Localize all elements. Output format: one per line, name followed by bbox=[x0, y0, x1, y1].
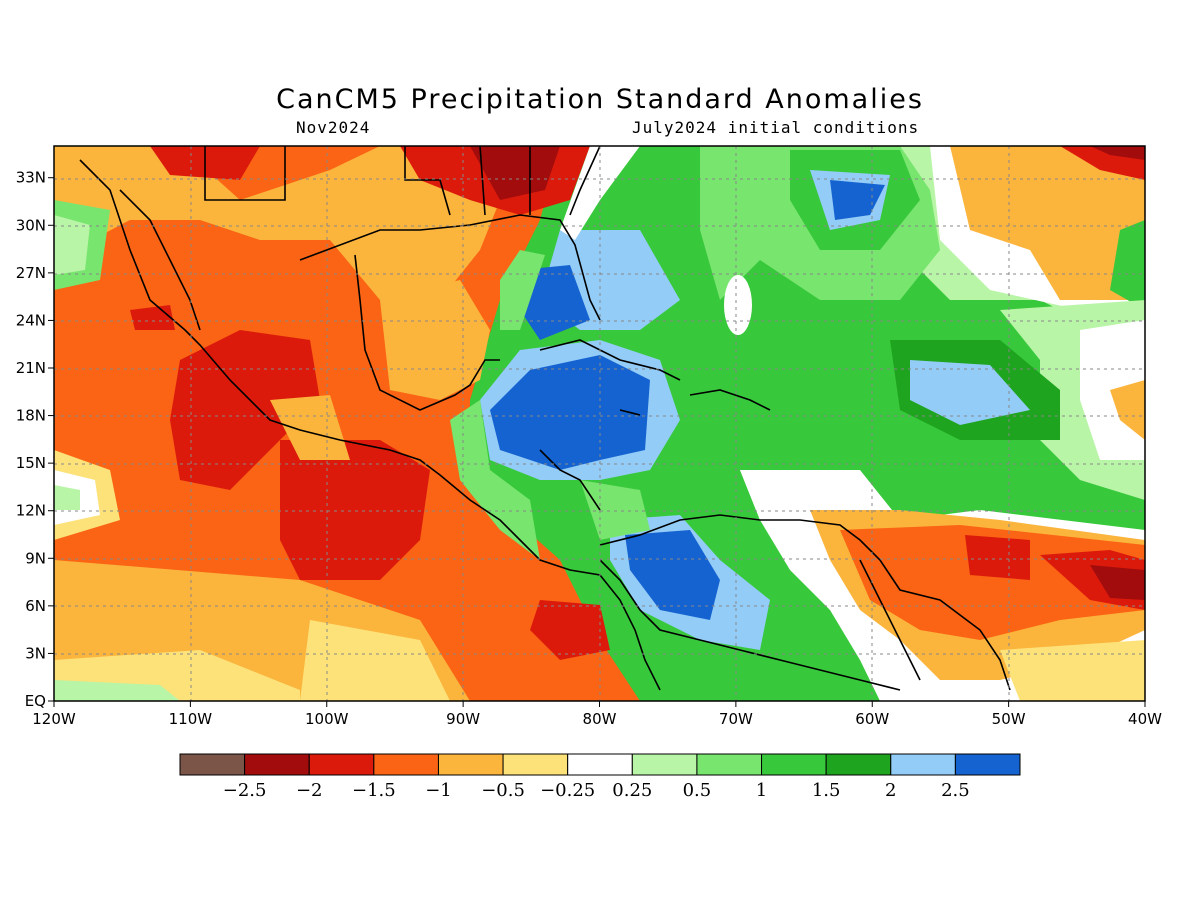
colorbar-swatch bbox=[825, 753, 892, 776]
colorbar-label: 1.5 bbox=[812, 780, 841, 801]
x-axis: 120W 110W 100W 90W 80W 70W 60W 50W 40W bbox=[32, 701, 1162, 728]
forecast-month: Nov2024 bbox=[296, 118, 371, 137]
colorbar-swatch bbox=[373, 753, 439, 776]
x-tick-label: 60W bbox=[855, 710, 889, 728]
colorbar-swatch bbox=[179, 753, 246, 776]
colorbar-label: −1 bbox=[425, 780, 452, 801]
x-tick-label: 70W bbox=[719, 710, 753, 728]
y-tick-label: 3N bbox=[25, 644, 46, 662]
x-tick-label: 110W bbox=[169, 710, 213, 728]
colorbar-label: 2 bbox=[885, 780, 896, 801]
y-tick-label: EQ bbox=[25, 692, 46, 710]
colorbar-swatch bbox=[502, 753, 569, 776]
colorbar-label: 1 bbox=[756, 780, 767, 801]
y-tick-label: 21N bbox=[16, 359, 46, 377]
x-tick-label: 120W bbox=[32, 710, 76, 728]
y-tick-label: 12N bbox=[16, 502, 46, 520]
coastlines bbox=[79, 146, 1011, 691]
y-tick-label: 33N bbox=[16, 169, 46, 187]
y-tick-label: 30N bbox=[16, 216, 46, 234]
y-tick-label: 6N bbox=[25, 597, 46, 615]
x-tick-label: 50W bbox=[992, 710, 1026, 728]
y-tick-label: 15N bbox=[16, 454, 46, 472]
initial-conditions: July2024 initial conditions bbox=[632, 118, 920, 137]
colorbar-label: −0.5 bbox=[481, 780, 525, 801]
colorbar-swatch bbox=[437, 753, 504, 776]
colorbar-label: 2.5 bbox=[941, 780, 970, 801]
x-tick-label: 80W bbox=[583, 710, 617, 728]
colorbar-label: −1.5 bbox=[352, 780, 396, 801]
colorbar-label: −2 bbox=[296, 780, 323, 801]
colorbar-swatch bbox=[567, 753, 633, 776]
colorbar: −2.5 −2 −1.5 −1 −0.5 −0.25 0.25 0.5 1 1.5 2 2.5 bbox=[179, 753, 1021, 801]
colorbar-swatch bbox=[761, 753, 827, 776]
x-tick-label: 40W bbox=[1128, 710, 1162, 728]
colorbar-swatch bbox=[890, 753, 956, 776]
graticule bbox=[54, 146, 1145, 701]
x-tick-label: 90W bbox=[446, 710, 480, 728]
y-tick-label: 27N bbox=[16, 264, 46, 282]
colorbar-label: 0.25 bbox=[612, 780, 652, 801]
chart-title: CanCM5 Precipitation Standard Anomalies bbox=[276, 84, 924, 115]
anomaly-field bbox=[54, 146, 1145, 701]
colorbar-swatch bbox=[954, 753, 1021, 776]
y-tick-label: 24N bbox=[16, 311, 46, 329]
colorbar-swatch bbox=[631, 753, 698, 776]
colorbar-swatch bbox=[696, 753, 763, 776]
colorbar-swatch bbox=[244, 753, 310, 776]
y-tick-label: 9N bbox=[25, 549, 46, 567]
colorbar-label: −0.25 bbox=[540, 780, 595, 801]
colorbar-label: −2.5 bbox=[223, 780, 267, 801]
y-axis: EQ 3N 6N 9N 12N 15N 18N 21N 24N 27N 30N 33N bbox=[16, 169, 54, 710]
colorbar-swatch bbox=[308, 753, 375, 776]
x-tick-label: 100W bbox=[305, 710, 349, 728]
y-tick-label: 18N bbox=[16, 407, 46, 425]
colorbar-label: 0.5 bbox=[683, 780, 712, 801]
